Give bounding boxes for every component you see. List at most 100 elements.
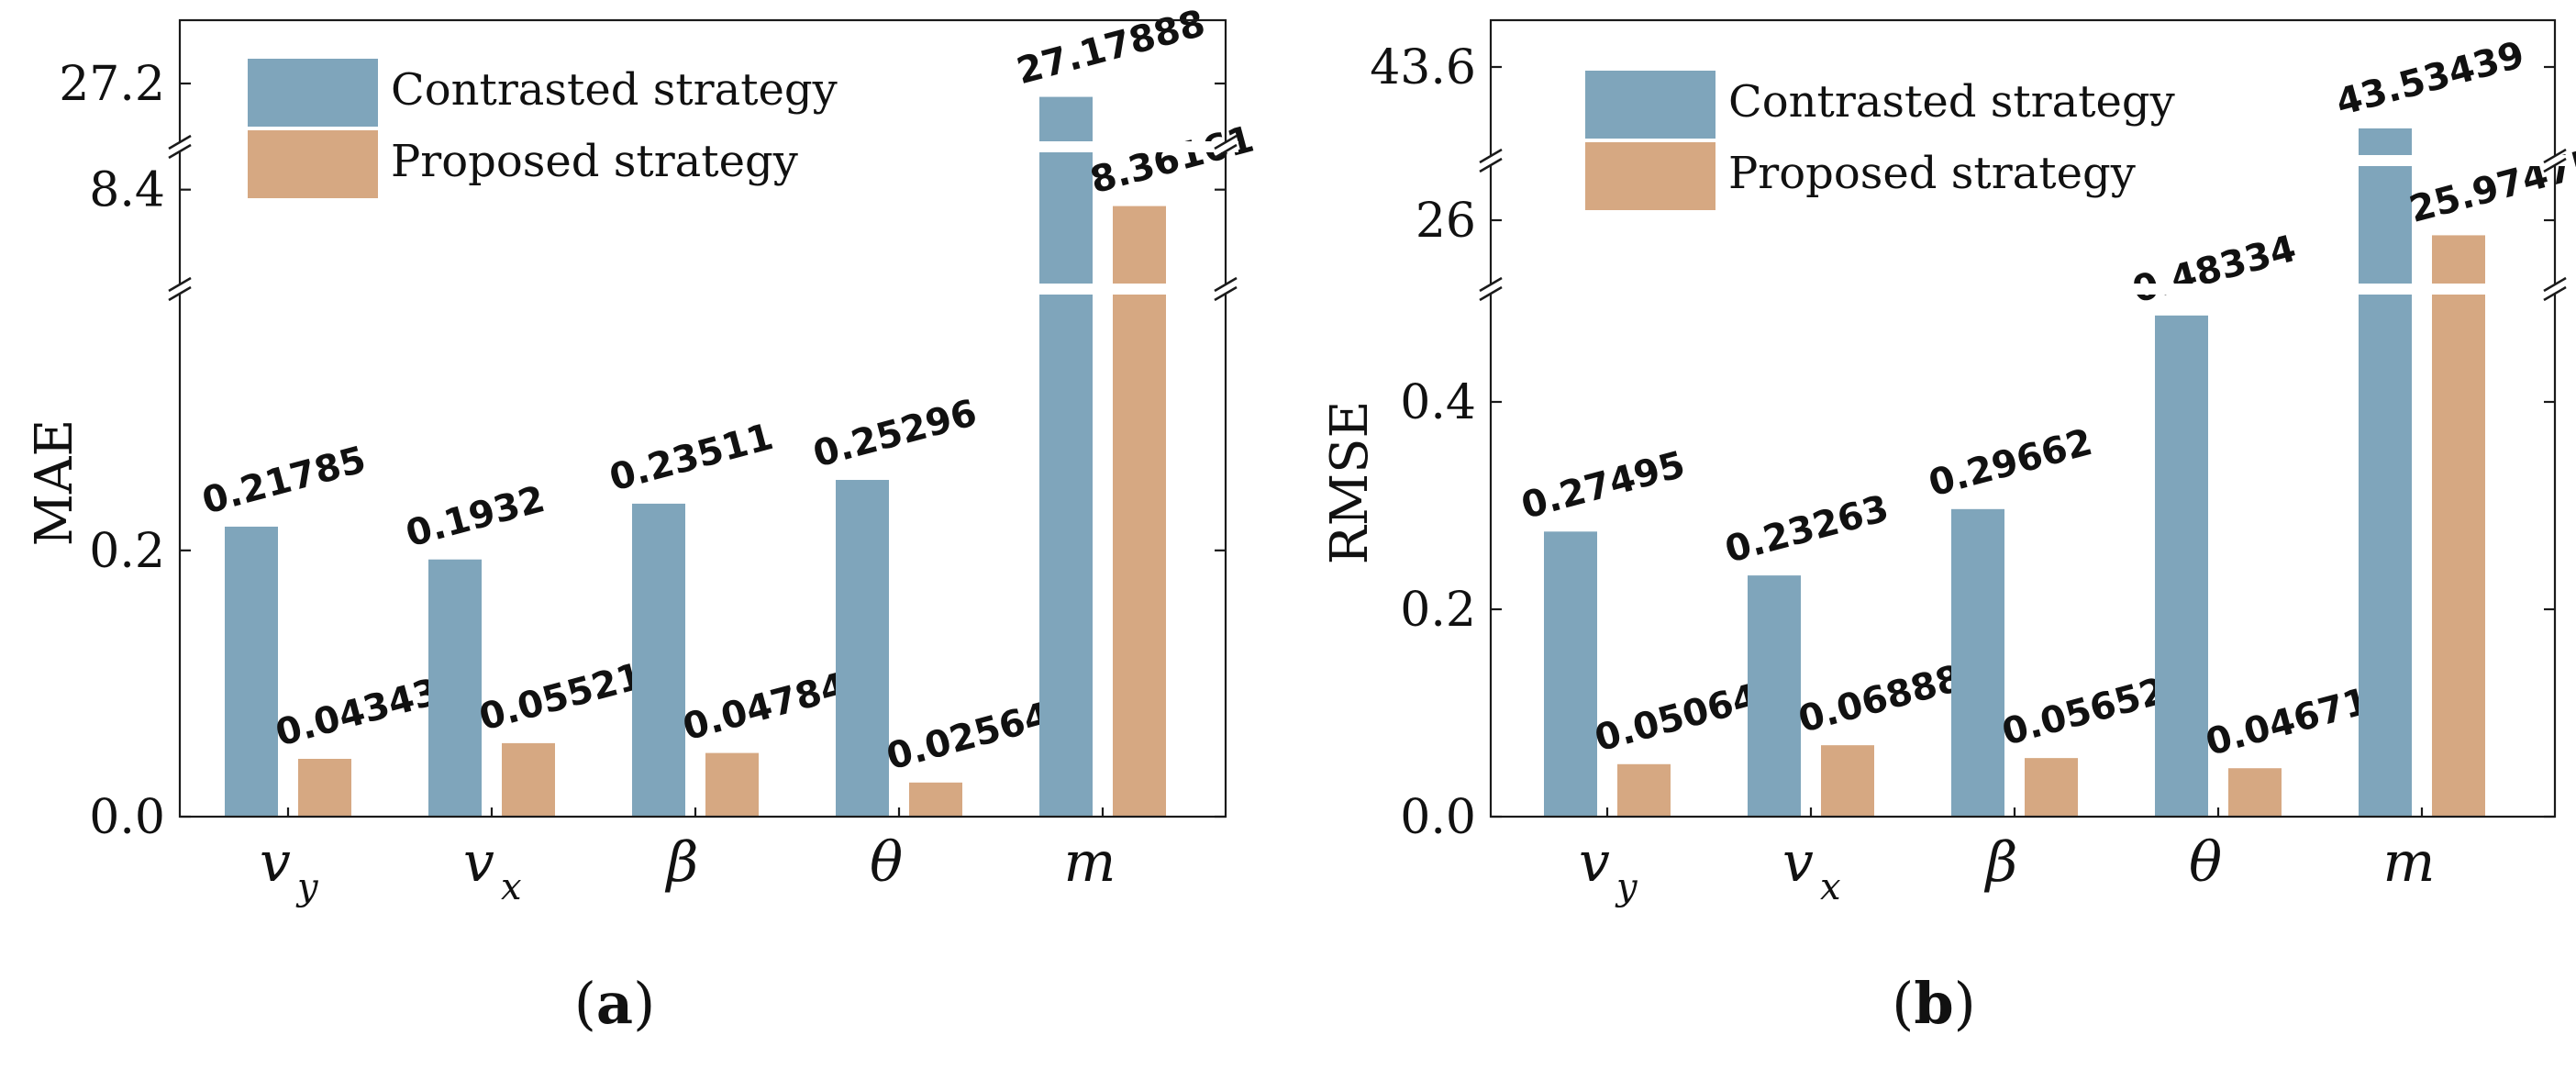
bar-proposed-0	[1617, 763, 1671, 817]
value-label-contrasted-1: 0.23263	[1721, 487, 1893, 572]
value-label-contrasted-0: 0.27495	[1517, 443, 1690, 528]
legend-label-proposed: Proposed strategy	[1728, 148, 2136, 199]
value-label-contrasted-4: 43.53439	[2332, 34, 2529, 125]
y-tick-label: 0.0	[89, 790, 165, 845]
category-label-3: θ	[2189, 830, 2222, 895]
value-label-proposed-0: 0.04343	[272, 671, 444, 755]
axis-break-mark	[2543, 157, 2567, 173]
bar-proposed-0	[298, 758, 351, 817]
axis-break-mark	[1214, 134, 1238, 150]
panel-label: (a)	[574, 970, 656, 1037]
category-label-4: m	[1064, 830, 1116, 895]
legend: Contrasted strategy Proposed strategy	[1585, 71, 2175, 210]
y-tick-label: 26	[1416, 194, 1476, 249]
category-subscript-0: y	[1615, 866, 1638, 908]
axis-break-mark	[1214, 143, 1238, 160]
legend-swatch-contrasted	[248, 59, 378, 127]
panel-letter: a	[596, 970, 633, 1037]
legend-swatch-proposed	[248, 130, 378, 198]
axis-break-mark	[1479, 285, 1503, 302]
category-label-4: m	[2383, 830, 2436, 895]
y-tick-label: 0.4	[1400, 375, 1476, 430]
value-label-contrasted-4: 27.17888	[1013, 2, 1210, 93]
value-label-contrasted-2: 0.29662	[1925, 421, 2097, 506]
axis-break-mark	[2543, 276, 2567, 293]
axis-break-gap-1	[182, 141, 1224, 152]
plot-frame	[1489, 18, 2557, 818]
legend-label-contrasted: Contrasted strategy	[1728, 76, 2175, 128]
value-label-proposed-4: 8.36161	[1086, 118, 1259, 203]
bar-proposed-4	[1113, 206, 1166, 817]
plot-frame	[178, 18, 1227, 818]
value-label-proposed-2: 0.05652	[1998, 670, 2171, 754]
y-axis-label: RMSE	[1320, 401, 1380, 565]
legend-label-contrasted: Contrasted strategy	[391, 64, 838, 116]
axis-break-gap-0	[182, 284, 1224, 295]
bar-contrasted-2	[1951, 508, 2004, 817]
axis-break-mark	[1479, 148, 1503, 164]
bar-proposed-1	[502, 742, 555, 817]
y-tick-label: 8.4	[89, 163, 165, 218]
bar-proposed-2	[2025, 758, 2078, 817]
bar-proposed-3	[2228, 768, 2282, 817]
axis-break-mark	[168, 143, 192, 160]
value-label-proposed-1: 0.05521	[475, 655, 648, 740]
bar-proposed-4	[2432, 235, 2485, 818]
axis-break-mark	[168, 134, 192, 150]
bar-proposed-2	[705, 752, 759, 817]
value-label-proposed-3: 0.02564	[883, 695, 1055, 779]
legend-label-proposed: Proposed strategy	[391, 136, 798, 187]
bar-proposed-1	[1821, 745, 1874, 817]
panel-letter: b	[1914, 970, 1953, 1037]
category-label-1: v	[1782, 830, 1814, 895]
y-tick-label: 0.2	[89, 524, 165, 579]
axis-break-mark	[1214, 276, 1238, 293]
category-label-0: v	[260, 830, 291, 895]
axis-break-mark	[1479, 276, 1503, 293]
category-subscript-1: x	[1820, 866, 1841, 908]
value-label-contrasted-2: 0.23511	[605, 416, 778, 500]
value-label-contrasted-0: 0.21785	[198, 439, 371, 523]
category-subscript-0: y	[295, 866, 319, 908]
y-tick-label: 43.6	[1370, 40, 1476, 95]
category-label-2: β	[1984, 830, 2018, 895]
value-label-proposed-0: 0.05064	[1591, 676, 1763, 761]
category-label-1: v	[463, 830, 494, 895]
bar-contrasted-4	[1039, 96, 1093, 817]
bar-contrasted-0	[1544, 531, 1597, 817]
y-tick-label: 0.2	[1400, 583, 1476, 638]
bar-contrasted-2	[632, 503, 685, 817]
panel-label: (b)	[1892, 970, 1976, 1037]
bar-contrasted-3	[2155, 315, 2208, 817]
value-label-proposed-1: 0.06888	[1794, 657, 1967, 741]
axis-break-gap-1	[1493, 155, 2553, 166]
bar-contrasted-1	[1748, 575, 1801, 817]
axis-break-mark	[1214, 285, 1238, 302]
axis-break-mark	[168, 276, 192, 293]
bar-proposed-3	[909, 782, 962, 817]
axis-break-gap-0	[1493, 284, 2553, 295]
legend-swatch-proposed	[1585, 142, 1715, 210]
category-label-2: β	[665, 830, 699, 895]
axis-break-mark	[2543, 285, 2567, 302]
category-label-3: θ	[870, 830, 903, 895]
bar-contrasted-4	[2359, 128, 2412, 818]
legend: Contrasted strategy Proposed strategy	[248, 59, 838, 198]
bar-contrasted-3	[836, 480, 889, 817]
y-tick-label: 27.2	[59, 57, 165, 112]
y-tick-label: 0.0	[1400, 790, 1476, 845]
axis-break-mark	[1479, 157, 1503, 173]
value-label-proposed-2: 0.04784	[679, 665, 851, 750]
legend-swatch-contrasted	[1585, 71, 1715, 139]
value-label-contrasted-3: 0.48334	[2128, 228, 2301, 312]
y-axis-label: MAE	[25, 419, 84, 547]
category-label-0: v	[1579, 830, 1610, 895]
bar-contrasted-1	[428, 559, 482, 817]
axis-break-mark	[2543, 148, 2567, 164]
category-subscript-1: x	[501, 866, 522, 908]
bar-contrasted-0	[225, 526, 278, 817]
value-label-contrasted-3: 0.25296	[809, 392, 982, 476]
axis-break-mark	[168, 285, 192, 302]
